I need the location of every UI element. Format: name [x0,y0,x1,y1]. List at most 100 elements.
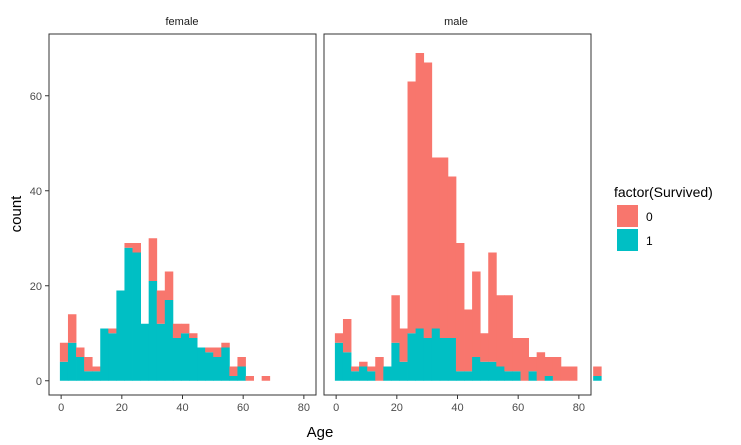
bar-female-survived-12 [156,323,166,381]
x-axis-title: Age [307,424,334,441]
bar-male-survived-13 [439,338,449,381]
bar-male-died-11 [423,62,433,338]
bar-female-survived-13 [164,300,174,381]
x-tick-label-female-20: 20 [116,402,128,414]
bar-female-survived-14 [172,338,182,381]
bar-male-died-18 [480,333,489,362]
legend-swatch-survived [617,229,638,251]
bar-male-survived-16 [464,371,473,381]
bar-female-died-6 [108,328,117,334]
bar-female-died-18 [205,347,214,353]
bar-female-died-9 [132,243,141,253]
x-axis: 0 20 40 60 80 0 20 40 60 80 [58,395,585,414]
bar-male-died-12 [431,157,441,329]
bar-male-survived-24 [528,371,538,381]
bar-male-survived-3 [359,366,368,381]
bar-male-survived-2 [351,371,360,381]
bar-female-died-8 [124,243,133,248]
bar-female-died-12 [156,290,166,324]
bar-male-died-10 [415,53,425,329]
bar-female-died-19 [213,347,222,357]
bar-male-survived-15 [455,371,465,381]
bar-male-survived-6 [383,366,392,381]
x-tick-label-female-60: 60 [237,402,249,414]
bar-female-died-25 [261,376,271,381]
bar-male-died-23 [520,338,529,381]
bar-female-died-16 [189,333,198,338]
legend-title: factor(Survived) [614,184,713,200]
bar-male-survived-12 [431,328,441,381]
x-tick-label-female-40: 40 [176,402,188,414]
bar-female-died-15 [180,323,190,334]
bar-female-survived-18 [205,352,214,381]
y-tick-label-0: 0 [36,376,42,388]
bar-male-survived-18 [480,361,489,381]
bar-male-died-16 [464,309,473,372]
bar-female-survived-9 [132,252,141,381]
bar-male-died-22 [512,338,521,372]
bar-female-survived-8 [124,247,133,381]
bar-male-died-28 [560,366,570,381]
bar-female-survived-7 [116,290,125,381]
bar-male-survived-14 [447,338,457,381]
x-tick-label-male-40: 40 [451,402,463,414]
bar-male-died-8 [399,328,408,362]
bars-female [59,238,271,381]
bar-female-died-13 [164,271,174,300]
bar-male-died-21 [504,295,513,372]
bar-male-survived-9 [407,333,416,381]
bar-female-survived-16 [189,338,198,381]
y-axis-title: count [8,195,25,233]
bar-female-died-20 [221,342,230,348]
bar-male-died-15 [455,243,465,372]
y-tick-label-40: 40 [30,186,42,198]
bar-male-died-9 [407,81,416,334]
bar-female-died-3 [84,357,93,372]
bar-male-died-27 [552,357,562,381]
bar-female-survived-21 [229,376,238,381]
bar-male-died-1 [342,319,352,353]
bar-female-survived-5 [100,328,109,381]
bar-female-died-21 [229,366,238,376]
x-tick-label-male-20: 20 [391,402,403,414]
bar-male-survived-10 [415,328,425,381]
bar-male-survived-26 [544,376,554,381]
bar-male-survived-11 [423,338,433,381]
bar-male-survived-4 [367,371,376,381]
bar-female-survived-2 [76,357,85,381]
x-tick-label-female-80: 80 [298,402,310,414]
bar-female-died-14 [172,323,182,338]
legend: factor(Survived) 0 1 [614,184,713,251]
bar-female-survived-19 [213,357,222,381]
x-tick-label-male-80: 80 [573,402,585,414]
bar-male-died-26 [544,357,554,376]
legend-label-died: 0 [646,210,653,224]
bar-female-survived-3 [84,371,93,381]
bar-male-survived-20 [496,366,505,381]
bar-male-survived-17 [472,357,481,381]
x-tick-label-female-0: 0 [58,402,64,414]
bar-male-died-20 [496,295,505,367]
y-tick-label-20: 20 [30,281,42,293]
bar-male-died-32 [593,366,602,376]
bar-female-survived-10 [140,323,150,381]
bar-female-died-0 [59,342,69,362]
x-tick-label-male-60: 60 [512,402,524,414]
bar-female-died-4 [92,366,101,372]
y-tick-label-60: 60 [30,91,42,103]
bar-female-survived-15 [180,333,190,381]
bar-male-died-13 [439,157,449,338]
facet-strip-female: female [165,16,198,28]
bar-male-survived-22 [512,371,521,381]
bar-female-survived-4 [92,371,101,381]
bar-male-died-19 [488,252,497,362]
legend-label-survived: 1 [646,234,653,248]
bar-female-died-1 [67,314,77,343]
legend-swatch-died [617,205,638,227]
x-tick-label-male-0: 0 [333,402,339,414]
bar-male-survived-8 [399,361,408,381]
bar-male-died-5 [375,357,384,381]
bar-female-survived-11 [148,281,158,381]
bar-male-survived-19 [488,361,497,381]
